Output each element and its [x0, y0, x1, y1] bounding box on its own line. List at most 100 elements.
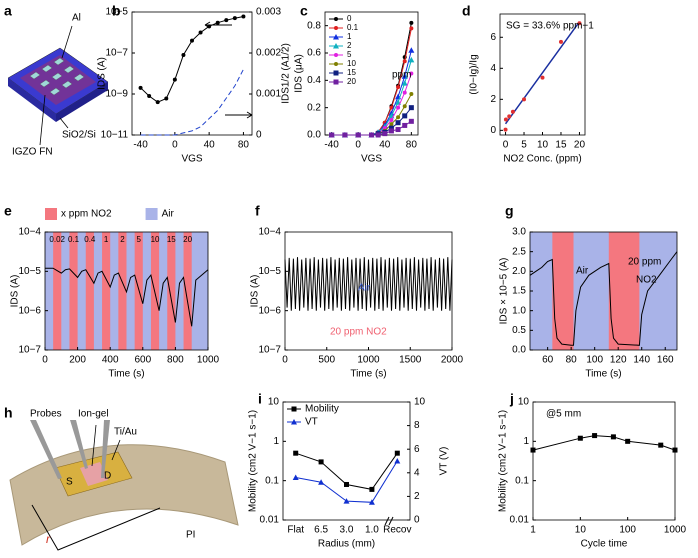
exposure-band	[85, 232, 94, 350]
marker	[592, 433, 598, 439]
marker	[409, 26, 414, 31]
y-tick-label: 1.5	[512, 286, 526, 297]
marker	[577, 435, 583, 441]
y2-tick-label: 0.001	[256, 89, 281, 100]
y-tick-label: 0.5	[512, 325, 526, 336]
marker	[369, 486, 375, 492]
marker	[409, 71, 414, 76]
flexible-illustration: Probes Ion-gel Ti/Au S D r PI h	[4, 405, 239, 551]
legend-marker	[334, 26, 338, 30]
marker	[343, 498, 350, 504]
series-line	[284, 257, 453, 311]
label-arrow	[111, 439, 121, 461]
label: Ti/Au	[114, 427, 137, 438]
exposure-band	[102, 232, 111, 350]
marker	[388, 128, 394, 134]
y-tick-label: 0.1	[515, 475, 529, 486]
label-arrow	[59, 117, 69, 129]
chart-j: 0.01 0.1 1 10 1 10 100 1000 Cycle time Mobility (…	[498, 391, 687, 550]
series-line	[45, 267, 209, 327]
marker	[503, 127, 508, 132]
series-line	[140, 16, 244, 103]
y-tick-label: 6	[490, 32, 496, 43]
legend-label: 2	[347, 41, 352, 50]
band-label: 5	[136, 235, 141, 244]
arrow	[225, 111, 253, 119]
x-tick-label: 10	[575, 525, 587, 536]
marker	[394, 450, 400, 456]
x-tick-label: 1500	[399, 355, 422, 366]
y-tick-label: 10−5	[105, 7, 128, 18]
legend-label: 15	[347, 68, 356, 77]
panel-letter: d	[462, 3, 471, 19]
label: Al	[72, 13, 81, 24]
marker	[172, 77, 177, 82]
marker	[577, 21, 582, 26]
axis-break	[384, 516, 394, 526]
exposure-band	[183, 232, 192, 350]
series-line	[295, 460, 398, 503]
marker	[164, 96, 169, 101]
substrate-side	[56, 82, 108, 122]
panel-letter: c	[300, 3, 308, 19]
legend-label: 5	[347, 50, 352, 59]
y-tick-label: 1.0	[512, 305, 526, 316]
legend-label: Air	[162, 209, 175, 220]
panel-letter: f	[255, 203, 260, 219]
x-tick-label: 80	[238, 140, 250, 151]
annotation: @5 mm	[546, 409, 581, 420]
x-tick-label: 800	[167, 355, 184, 366]
marker	[409, 20, 414, 25]
marker	[318, 459, 324, 465]
x-tick-label: 600	[134, 355, 151, 366]
x-tick-label: 1000	[197, 355, 220, 366]
legend-marker	[334, 53, 338, 57]
probe	[30, 420, 62, 479]
series-line	[140, 69, 244, 136]
x-tick-label: 80	[566, 355, 578, 366]
y2-tick-label: 8	[414, 420, 420, 431]
legend-label: 10	[347, 59, 356, 68]
y-axis-label: IDS (A)	[250, 275, 261, 308]
electrodes	[29, 57, 85, 96]
y-axis-label: IDS × 10−5 (A)	[499, 258, 510, 325]
band-label: 2	[120, 235, 125, 244]
legend-label: VT	[305, 417, 318, 428]
y-axis-label: IDS (μA)	[294, 54, 305, 93]
marker	[625, 438, 631, 444]
legend-marker	[333, 43, 339, 49]
y-tick-label: 2.0	[512, 266, 526, 277]
x-tick-label: Recov	[383, 525, 411, 536]
x-tick-label: Flat	[287, 525, 304, 536]
marker	[344, 481, 349, 487]
marker	[342, 132, 348, 138]
x-tick-label: 1.0	[365, 525, 379, 536]
marker	[409, 92, 414, 96]
band-label: 0.1	[68, 235, 80, 244]
panel-letter: i	[258, 391, 262, 407]
y-axis-label: (I0−Ig)/Ig	[469, 54, 480, 94]
y-tick-label: 10−7	[258, 345, 281, 356]
marker	[147, 93, 152, 98]
marker	[530, 447, 536, 453]
marker	[375, 132, 381, 138]
x-axis-label: VGS	[181, 154, 202, 165]
x-tick-label: 100	[619, 525, 636, 536]
x-tick-label: -40	[324, 140, 339, 151]
x-tick-label: 140	[633, 355, 650, 366]
marker	[394, 458, 401, 464]
legend-label: 0	[347, 14, 352, 23]
exposure-band	[118, 232, 127, 350]
x-axis-label: Cycle time	[581, 539, 628, 550]
marker	[329, 132, 335, 138]
marker	[388, 125, 394, 131]
x-axis-label: Time (s)	[108, 369, 144, 380]
y2-tick-label: 0	[414, 515, 420, 526]
panel-letter: h	[4, 405, 13, 421]
marker	[558, 39, 563, 44]
y-tick-label: 10−5	[18, 266, 41, 277]
marker	[382, 131, 388, 137]
band-label: 10	[151, 235, 160, 244]
marker	[369, 132, 374, 138]
